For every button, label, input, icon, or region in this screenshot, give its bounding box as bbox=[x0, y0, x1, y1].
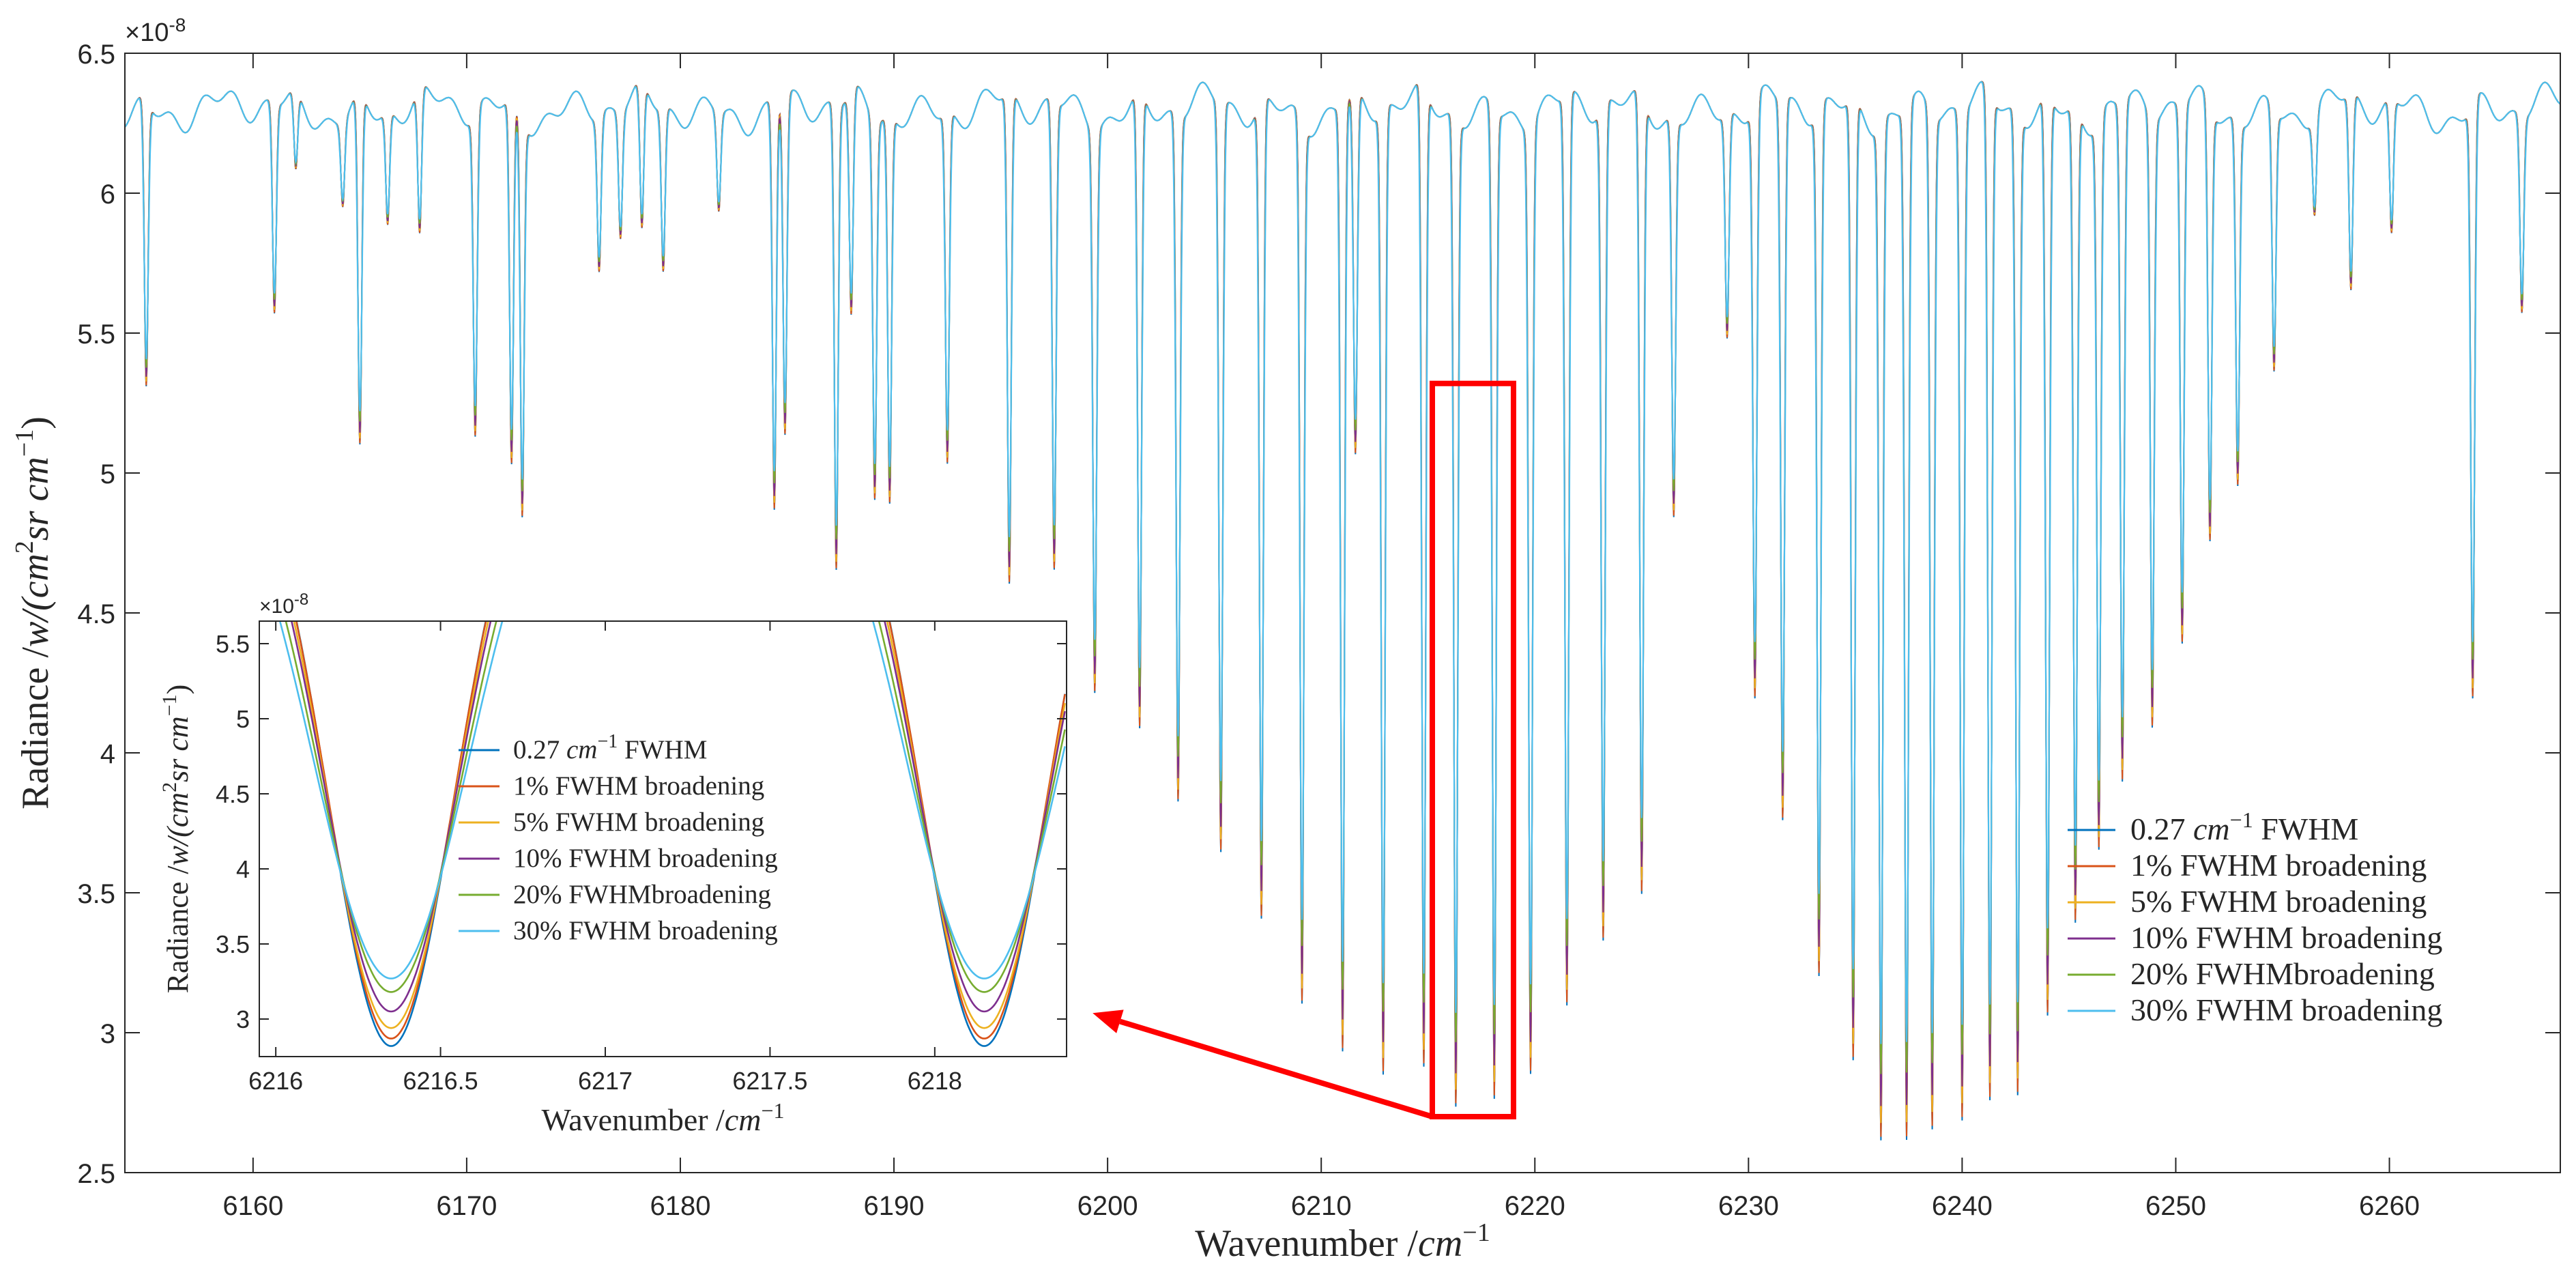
inset-ytick-label: 3 bbox=[236, 1005, 250, 1033]
inset-legend-label-0: 0.27 cm−1 FWHM bbox=[513, 731, 707, 764]
main-legend-label-0: 0.27 cm−1 FWHM bbox=[2130, 807, 2358, 846]
inset-xtick-label: 6217.5 bbox=[732, 1067, 807, 1095]
main-ytick-label: 5 bbox=[100, 459, 115, 489]
main-ytick-label: 3.5 bbox=[77, 879, 115, 909]
inset-xtick-label: 6216 bbox=[248, 1067, 303, 1095]
main-legend-label-3: 10% FWHM broadening bbox=[2130, 920, 2442, 955]
main-xtick-label: 6170 bbox=[436, 1191, 497, 1221]
main-scale-exponent: ×10-8 bbox=[125, 14, 186, 47]
main-ytick-label: 5.5 bbox=[77, 319, 115, 349]
main-x-axis-label: Wavenumber /cm−1 bbox=[1195, 1218, 1490, 1265]
main-ytick-label: 6 bbox=[100, 180, 115, 210]
main-xtick-label: 6210 bbox=[1291, 1191, 1352, 1221]
main-y-axis-label: Radiance /w/(cm2sr cm−1) bbox=[10, 416, 57, 810]
inset-series-line-4 bbox=[285, 621, 1066, 993]
main-xtick-label: 6260 bbox=[2359, 1191, 2420, 1221]
main-ytick-label: 4 bbox=[100, 739, 115, 769]
inset-x-axis-label: Wavenumber /cm−1 bbox=[541, 1098, 784, 1137]
inset-ytick-label: 5.5 bbox=[216, 630, 250, 658]
main-xtick-label: 6230 bbox=[1718, 1191, 1779, 1221]
inset-axes-box bbox=[259, 620, 1067, 1057]
inset-legend-label-5: 30% FWHM broadening bbox=[513, 916, 778, 945]
inset-legend-label-4: 20% FWHMbroadening bbox=[513, 880, 771, 909]
inset-ytick-label: 4 bbox=[236, 855, 250, 883]
main-xtick-label: 6190 bbox=[864, 1191, 925, 1221]
main-series-line-5 bbox=[125, 81, 2560, 1044]
main-ytick-label: 4.5 bbox=[77, 599, 115, 629]
main-xtick-label: 6220 bbox=[1505, 1191, 1565, 1221]
main-xtick-label: 6180 bbox=[650, 1191, 710, 1221]
main-xtick-label: 6200 bbox=[1077, 1191, 1138, 1221]
inset-xtick-label: 6218 bbox=[908, 1067, 962, 1095]
main-legend-label-4: 20% FWHMbroadening bbox=[2130, 956, 2435, 991]
inset-y-axis-label: Radiance /w/(cm2sr cm−1) bbox=[158, 685, 194, 994]
main-ytick-label: 2.5 bbox=[77, 1159, 115, 1189]
main-ytick-label: 6.5 bbox=[77, 40, 115, 70]
inset-legend-label-3: 10% FWHM broadening bbox=[513, 844, 778, 873]
main-xtick-label: 6240 bbox=[1932, 1191, 1993, 1221]
main-legend-label-1: 1% FWHM broadening bbox=[2130, 848, 2427, 883]
main-ytick-label: 3 bbox=[100, 1019, 115, 1049]
inset-xtick-label: 6217 bbox=[578, 1067, 633, 1095]
inset-legend-label-1: 1% FWHM broadening bbox=[513, 771, 764, 801]
zoom-arrow-head bbox=[1092, 1009, 1124, 1033]
main-xtick-label: 6250 bbox=[2145, 1191, 2206, 1221]
inset-ytick-label: 5 bbox=[236, 705, 250, 733]
inset-scale-exponent: ×10-8 bbox=[259, 590, 308, 618]
main-legend-label-5: 30% FWHM broadening bbox=[2130, 992, 2442, 1027]
inset-ytick-label: 3.5 bbox=[216, 930, 250, 958]
inset-legend-label-2: 5% FWHM broadening bbox=[513, 807, 764, 837]
inset-series-line-5 bbox=[278, 621, 1066, 979]
zoom-arrow-line bbox=[1119, 1018, 1434, 1119]
inset-ytick-label: 4.5 bbox=[216, 780, 250, 808]
highlight-box bbox=[1429, 380, 1516, 1119]
main-legend-label-2: 5% FWHM broadening bbox=[2130, 884, 2427, 919]
main-xtick-label: 6160 bbox=[222, 1191, 283, 1221]
inset-xtick-label: 6216.5 bbox=[403, 1067, 478, 1095]
